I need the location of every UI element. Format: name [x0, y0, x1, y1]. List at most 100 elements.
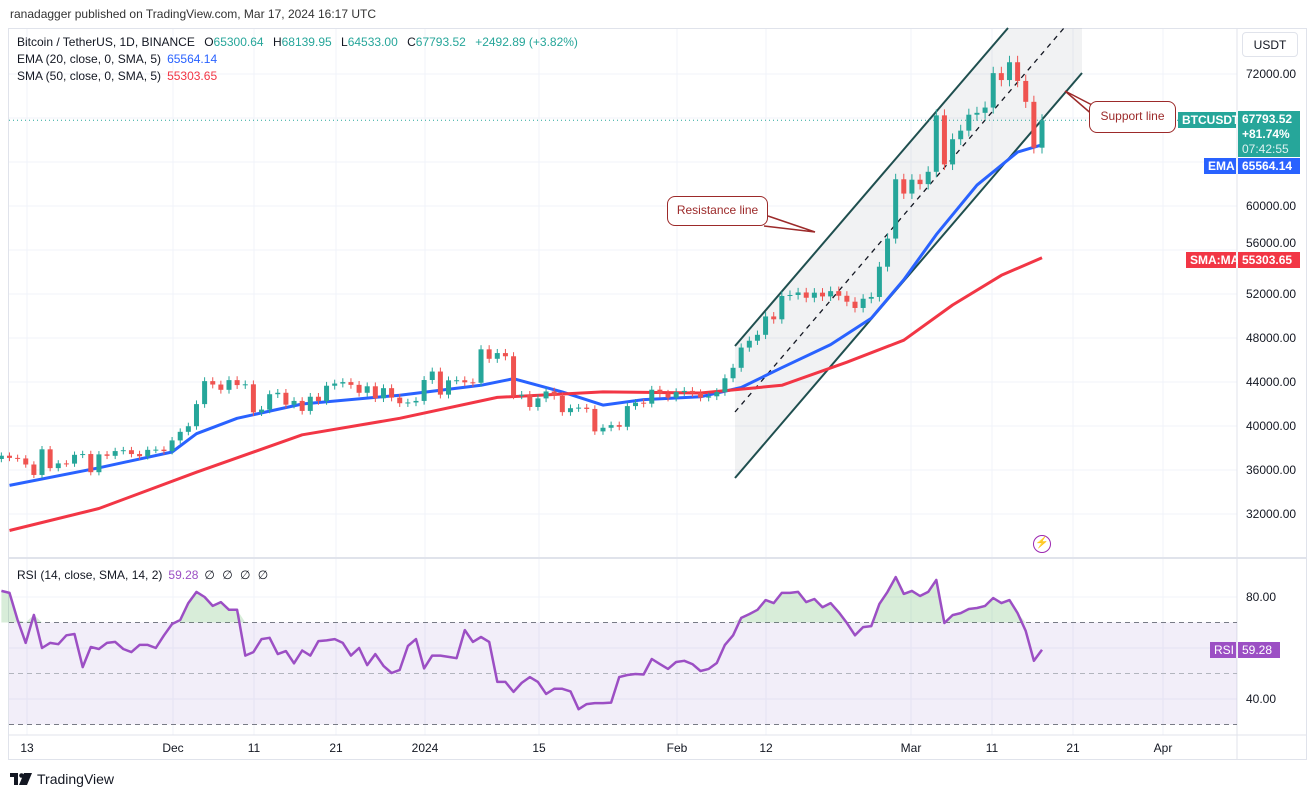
candle-body — [649, 389, 655, 404]
candle-body — [714, 392, 720, 397]
candle-body — [551, 391, 557, 396]
candle-body — [901, 179, 907, 194]
candle-body — [218, 384, 224, 390]
candle-body — [486, 349, 492, 359]
candle-body — [421, 380, 427, 401]
candle-body — [958, 130, 964, 140]
candle-body — [259, 409, 265, 413]
resistance-callout-pointer — [763, 215, 816, 233]
candle-body — [315, 396, 321, 402]
price-tick: 52000.00 — [1246, 287, 1297, 301]
candle-body — [332, 383, 338, 386]
candle-body — [771, 316, 777, 320]
candle-body — [657, 389, 663, 394]
candle-body — [23, 458, 29, 465]
price-tick: 48000.00 — [1246, 331, 1297, 345]
candle-body — [340, 382, 346, 384]
price-tick: 36000.00 — [1246, 463, 1297, 477]
candle-body — [681, 390, 687, 393]
lightning-icon[interactable]: ⚡ — [1033, 535, 1051, 553]
rsi-value-tag: 59.28 — [1238, 642, 1280, 658]
candle-body — [348, 382, 354, 385]
change-value: +2492.89 (+3.82%) — [475, 35, 578, 49]
open-value: 65300.64 — [213, 35, 264, 49]
support-callout-pointer — [1064, 90, 1095, 117]
candle-body — [177, 431, 183, 441]
candle-body — [250, 384, 256, 413]
candle-body — [828, 291, 834, 297]
candle-body — [722, 378, 728, 393]
candle-body — [267, 394, 273, 410]
high-value: 68139.95 — [281, 35, 332, 49]
candle-body — [478, 349, 484, 383]
candle-body — [437, 371, 443, 395]
candle-body — [689, 390, 695, 394]
candle-body — [502, 353, 508, 357]
candle-body — [128, 450, 134, 455]
candle-body — [470, 382, 476, 384]
candle-body — [161, 449, 167, 452]
candle-body — [527, 394, 533, 407]
candle-body — [543, 391, 549, 399]
candle-body — [372, 386, 378, 399]
candle-body — [519, 394, 525, 396]
candle-body — [836, 291, 842, 296]
date-tick: Feb — [666, 741, 688, 755]
rsi-overbought-fill — [1, 577, 1043, 623]
candle-body — [47, 449, 53, 469]
candle-body — [511, 356, 517, 396]
channel-midline — [734, 27, 1065, 413]
candle-body — [389, 388, 395, 398]
candle-body — [624, 406, 630, 427]
rsi-tick: 40.00 — [1246, 692, 1277, 706]
resistance-line — [734, 27, 1009, 347]
date-tick: 15 — [532, 741, 546, 755]
date-tick: Apr — [1153, 741, 1173, 755]
candle-body — [763, 316, 769, 335]
candle-body — [31, 464, 37, 475]
candle-body — [584, 407, 590, 409]
symbol-name: Bitcoin / TetherUS, 1D, BINANCE — [17, 35, 195, 49]
grid — [9, 29, 1306, 759]
candle-body — [55, 463, 61, 469]
candle-body — [72, 454, 78, 464]
candle-body — [291, 400, 297, 405]
close-value: 67793.52 — [415, 35, 466, 49]
candle-body — [868, 296, 874, 299]
candle-body — [567, 408, 573, 413]
candle-body — [592, 408, 598, 432]
candle-body — [754, 334, 760, 341]
candle-body — [397, 397, 403, 404]
candle-body — [96, 454, 102, 473]
candle-body — [307, 396, 313, 411]
candle-body — [112, 451, 118, 456]
date-tick: 21 — [1066, 741, 1080, 755]
date-tick: Mar — [900, 741, 922, 755]
candle-body — [893, 179, 899, 239]
candle-body — [446, 380, 452, 395]
candle-body — [494, 353, 500, 359]
rsi-line — [1, 575, 1044, 711]
price-tick: 44000.00 — [1246, 375, 1297, 389]
candle-body — [104, 454, 110, 456]
candle-body — [15, 457, 21, 459]
candle-body — [1039, 120, 1045, 148]
candle-body — [844, 295, 850, 302]
sma-legend: SMA (50, close, 0, SMA, 5) 55303.65 — [17, 69, 218, 83]
candle-body — [299, 400, 305, 411]
price-channel — [9, 27, 1237, 479]
date-tick: Dec — [162, 741, 184, 755]
candle-body — [169, 440, 175, 452]
candle-body — [738, 347, 744, 368]
candle-body — [974, 112, 980, 115]
resistance-line-callout[interactable]: Resistance line — [667, 196, 768, 226]
candle-body — [860, 298, 866, 308]
candle-body — [600, 427, 606, 432]
tradingview-logo-icon — [10, 773, 32, 785]
support-line-callout[interactable]: Support line — [1089, 101, 1176, 133]
candle-body — [673, 392, 679, 398]
currency-button[interactable]: USDT — [1242, 32, 1298, 57]
rsi-bands — [9, 622, 1237, 725]
tradingview-logo[interactable]: TradingView — [10, 771, 114, 787]
